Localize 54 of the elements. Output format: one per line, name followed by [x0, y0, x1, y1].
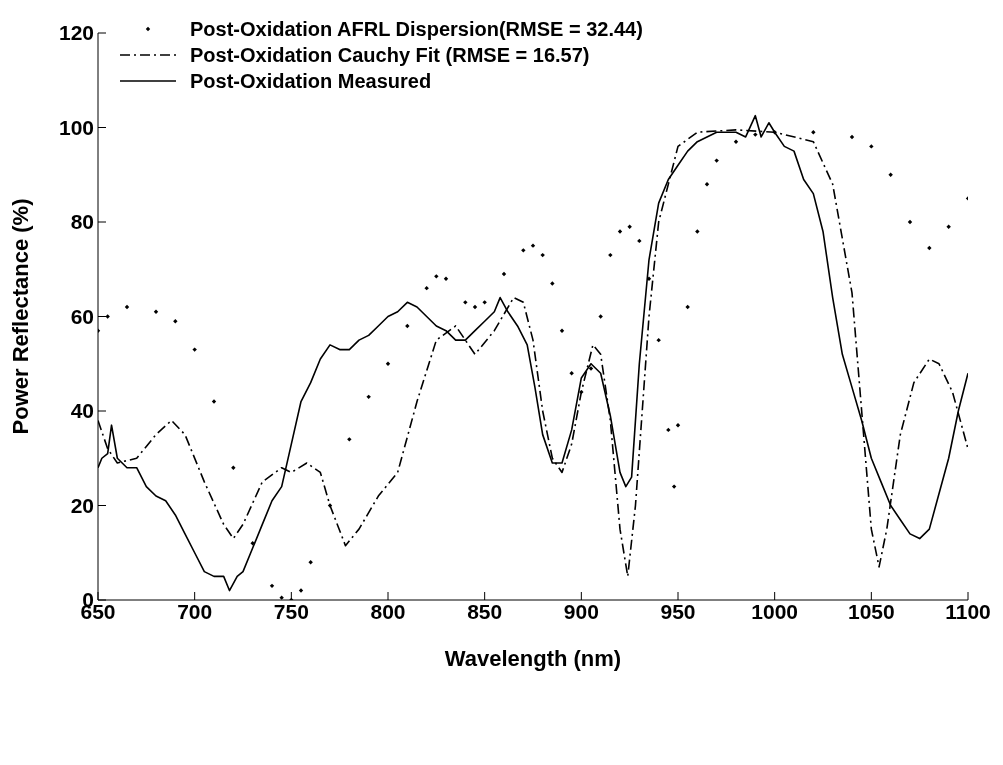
- point: [598, 314, 603, 319]
- point: [695, 229, 700, 234]
- x-tick-label: 900: [563, 599, 599, 623]
- legend-label: Post-Oxidation Measured: [190, 69, 432, 94]
- legend-label: Post-Oxidation AFRL Dispersion(RMSE = 32.44): [190, 17, 643, 42]
- legend-label: Post-Oxidation Cauchy Fit (RMSE = 16.57): [190, 43, 590, 68]
- x-tick-label: 1000: [751, 599, 799, 623]
- y-tick-label: 40: [70, 399, 94, 423]
- point: [231, 465, 236, 470]
- point: [569, 371, 574, 376]
- point: [269, 583, 275, 589]
- y-axis-title: Power Reflectance (%): [7, 198, 33, 435]
- point: [675, 422, 681, 428]
- point: [192, 347, 197, 352]
- point: [250, 541, 255, 546]
- x-tick-label: 1100: [945, 599, 991, 623]
- point: [424, 285, 429, 291]
- point: [714, 158, 719, 163]
- point: [105, 314, 110, 319]
- point: [907, 219, 913, 225]
- point: [704, 182, 710, 187]
- y-tick-label: 80: [70, 210, 94, 234]
- x-axis-title: Wavelength (nm): [444, 646, 622, 671]
- point: [772, 130, 777, 135]
- point: [501, 271, 507, 277]
- y-tick-label: 20: [70, 493, 94, 517]
- y-tick-label: 120: [58, 21, 94, 45]
- point: [173, 319, 178, 324]
- x-tick-label: 750: [273, 599, 309, 623]
- x-tick-label: 950: [660, 599, 696, 623]
- point: [124, 304, 130, 310]
- x-tick-label: 800: [370, 599, 406, 623]
- point: [849, 134, 855, 140]
- point: [521, 248, 526, 253]
- point: [347, 437, 352, 442]
- point: [434, 274, 439, 279]
- point: [946, 224, 951, 229]
- point: [811, 130, 816, 135]
- point: [463, 300, 468, 305]
- point: [482, 300, 487, 305]
- point: [869, 144, 874, 149]
- point: [888, 172, 893, 177]
- point: [279, 595, 284, 600]
- x-tick-label: 850: [467, 599, 503, 623]
- y-tick-label: 100: [58, 115, 94, 139]
- point: [472, 304, 478, 310]
- y-tick-label: 60: [70, 304, 94, 328]
- x-tick-label: 1050: [847, 599, 895, 623]
- point: [550, 281, 555, 286]
- point: [366, 394, 371, 400]
- x-tick-label: 700: [177, 599, 213, 623]
- point: [753, 132, 758, 137]
- point: [308, 560, 313, 565]
- point: [627, 224, 632, 229]
